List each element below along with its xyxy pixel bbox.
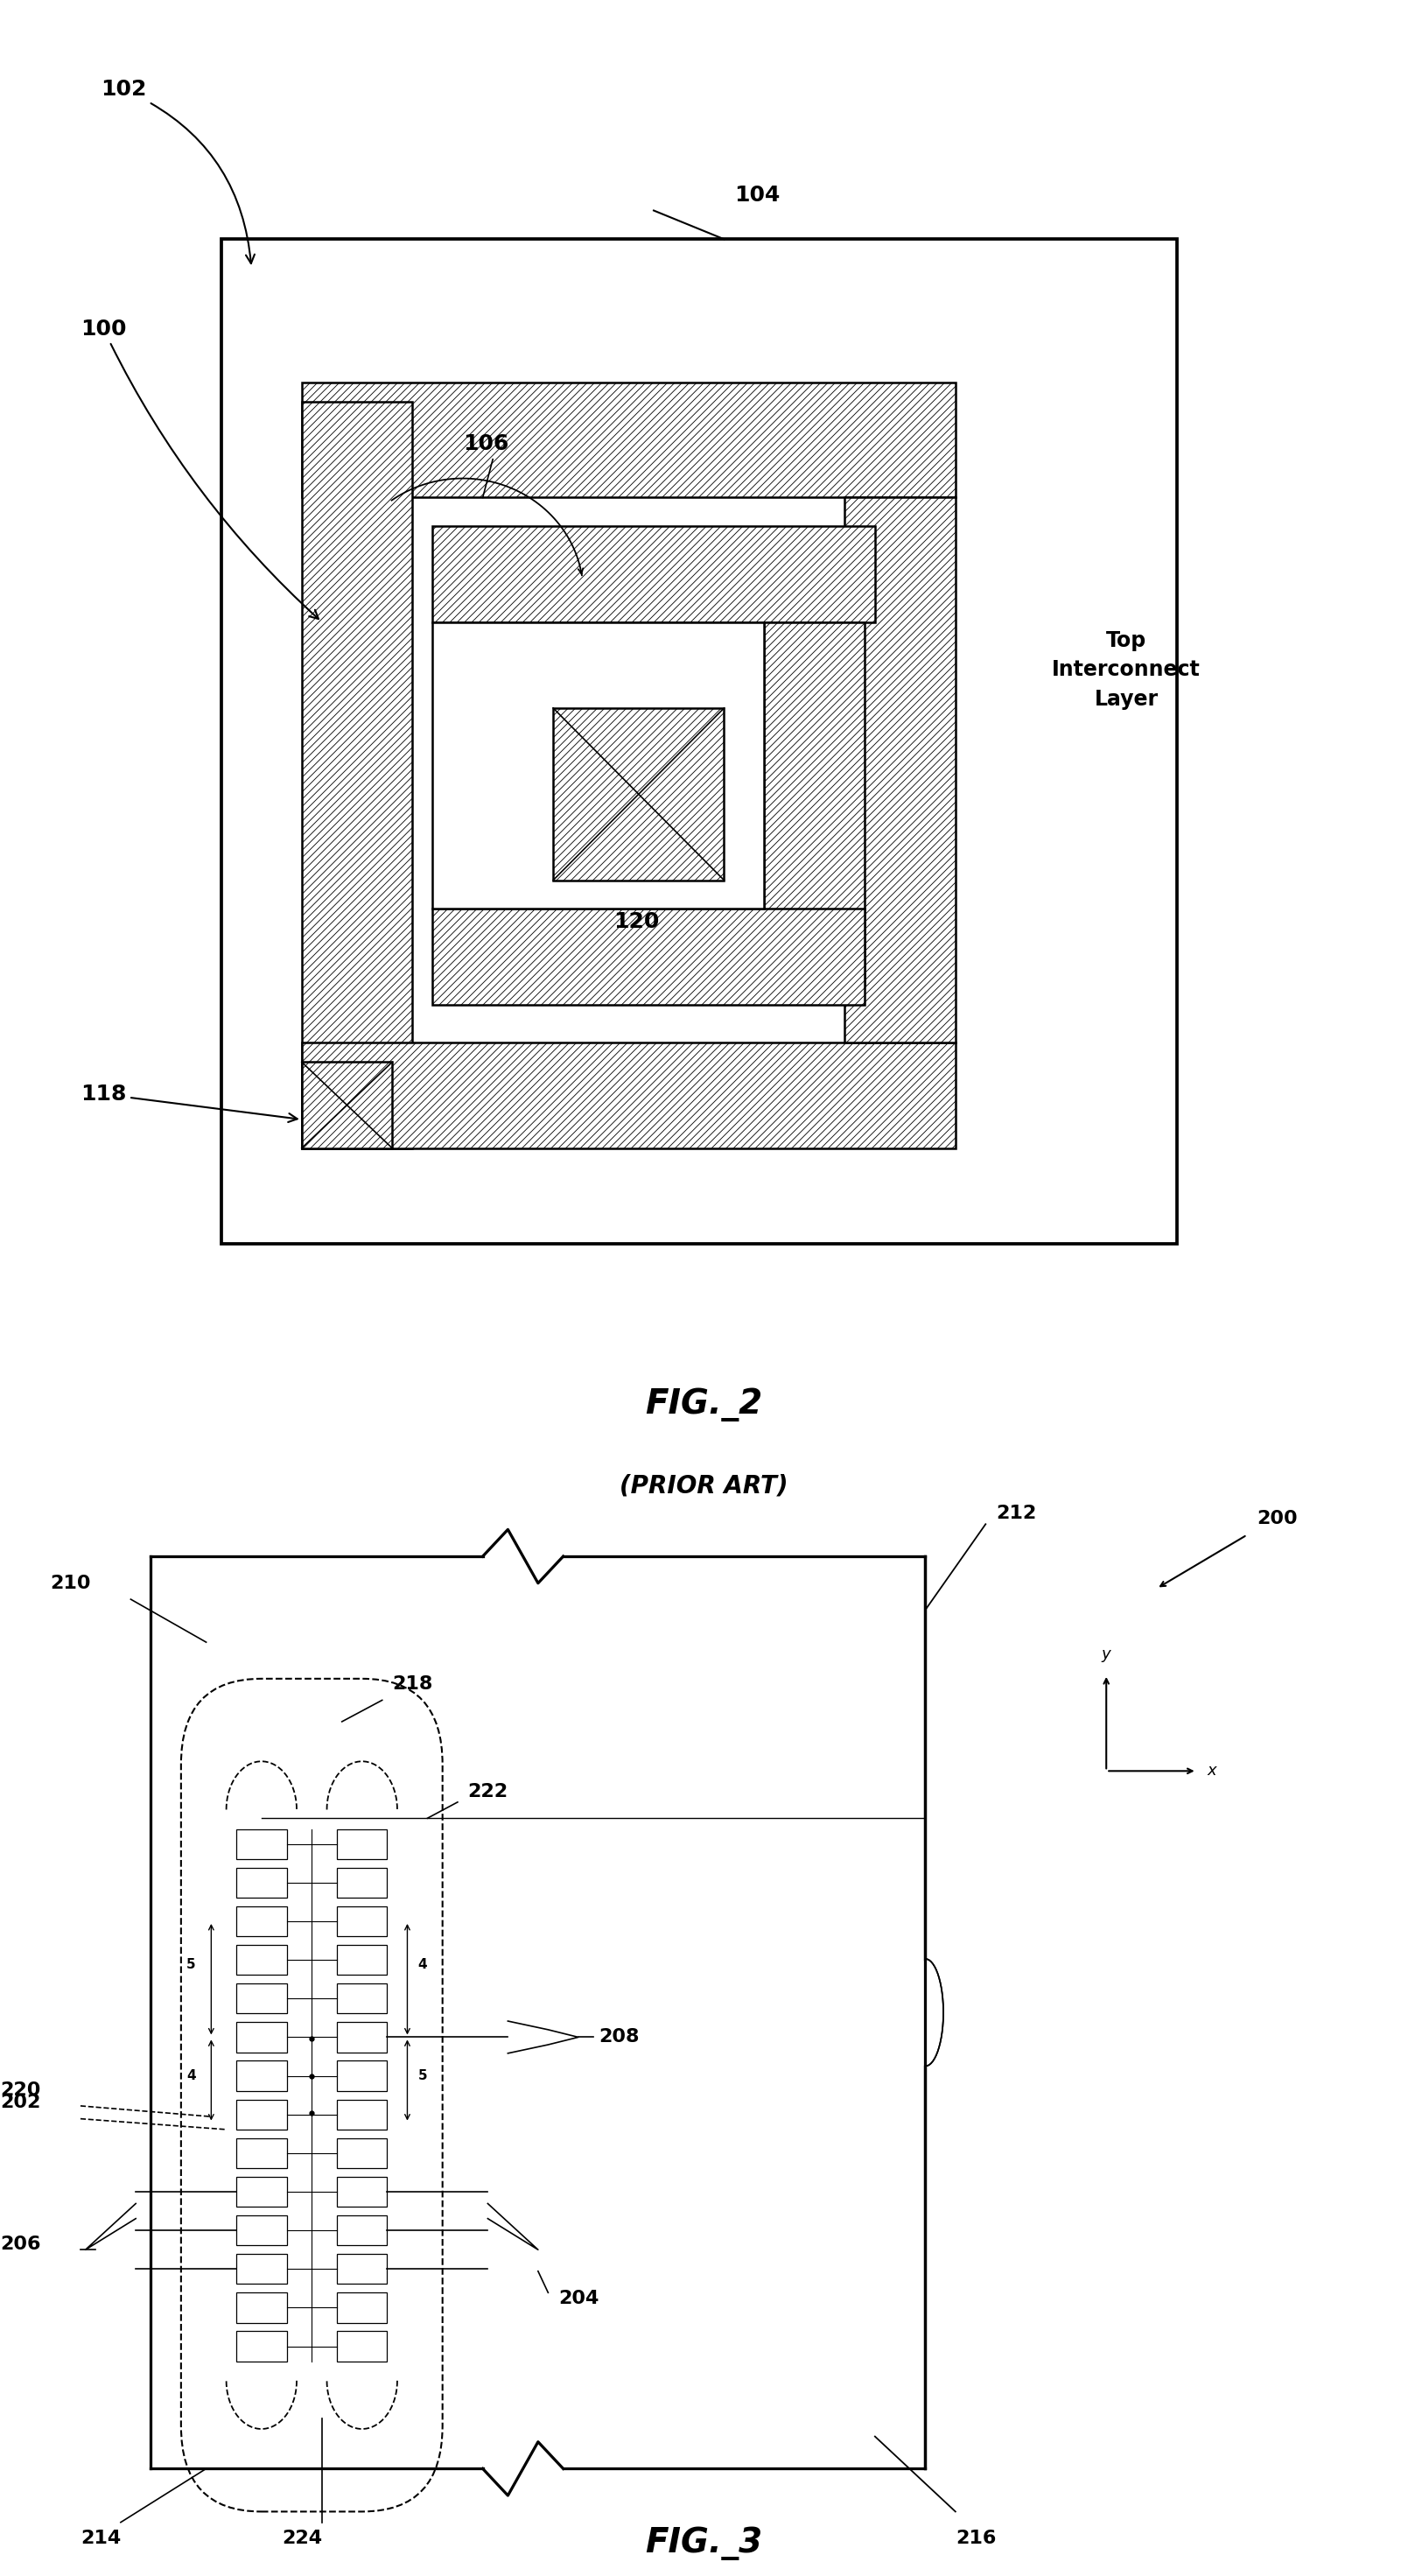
Bar [337,2215,387,2246]
Text: 120: 120 [614,912,659,933]
Bar [237,2215,287,2246]
Text: 206: 206 [0,2236,41,2254]
Bar [337,1906,387,1937]
Bar [337,2177,387,2208]
Text: 5: 5 [186,1958,196,1971]
Bar [237,2177,287,2208]
Text: 204: 204 [558,2290,598,2308]
Bar [337,2138,387,2169]
Bar [337,2331,387,2362]
Text: Top
Interconnect
Layer: Top Interconnect Layer [1052,631,1201,708]
Bar [845,497,956,1043]
Text: 4: 4 [418,1958,427,1971]
Text: 214: 214 [80,2530,121,2548]
Text: (PRIOR ART): (PRIOR ART) [620,1473,788,1499]
Bar [337,2099,387,2130]
Text: 102: 102 [100,80,255,263]
Text: 216: 216 [956,2530,995,2548]
Text: 224: 224 [282,2530,322,2548]
Text: FIG._2: FIG._2 [645,1388,763,1422]
Bar [237,2099,287,2130]
Bar [237,2138,287,2169]
Bar [237,2254,287,2285]
Text: 208: 208 [598,2027,639,2045]
Text: 104: 104 [734,185,780,206]
Text: 5: 5 [418,2069,427,2084]
Text: 218: 218 [393,1674,432,1692]
Bar [432,526,874,621]
Text: 106: 106 [463,433,508,453]
Bar [337,1829,387,1860]
Text: y: y [1101,1646,1111,1662]
Bar [765,621,865,987]
Bar [237,2331,287,2362]
Text: 220: 220 [0,2081,41,2099]
Bar [221,240,1177,1244]
Bar [337,2293,387,2324]
Bar [237,1868,287,1899]
Bar [337,1945,387,1976]
Bar [237,1906,287,1937]
Text: x: x [1207,1762,1217,1780]
Text: 200: 200 [1257,1510,1298,1528]
Bar [553,708,724,881]
Bar [432,621,765,909]
Bar [301,1061,393,1149]
Bar [337,1984,387,2014]
Text: 222: 222 [467,1783,508,1801]
Bar [301,1043,956,1149]
Text: FIG._3: FIG._3 [645,2527,763,2561]
Text: 118: 118 [80,1084,297,1123]
Bar [237,2293,287,2324]
Bar [301,384,956,497]
Bar [237,2022,287,2053]
Bar [301,402,413,1149]
Bar [237,1945,287,1976]
Bar [237,1829,287,1860]
Bar [337,2254,387,2285]
Text: 210: 210 [51,1574,92,1592]
Text: 202: 202 [0,2094,41,2112]
Text: 212: 212 [995,1504,1036,1522]
Bar [337,2061,387,2092]
Bar [237,2061,287,2092]
Text: 4: 4 [186,2069,196,2084]
Bar [337,1868,387,1899]
Bar [337,2022,387,2053]
Bar [432,909,865,1005]
Bar [237,1984,287,2014]
Text: 100: 100 [80,319,318,618]
